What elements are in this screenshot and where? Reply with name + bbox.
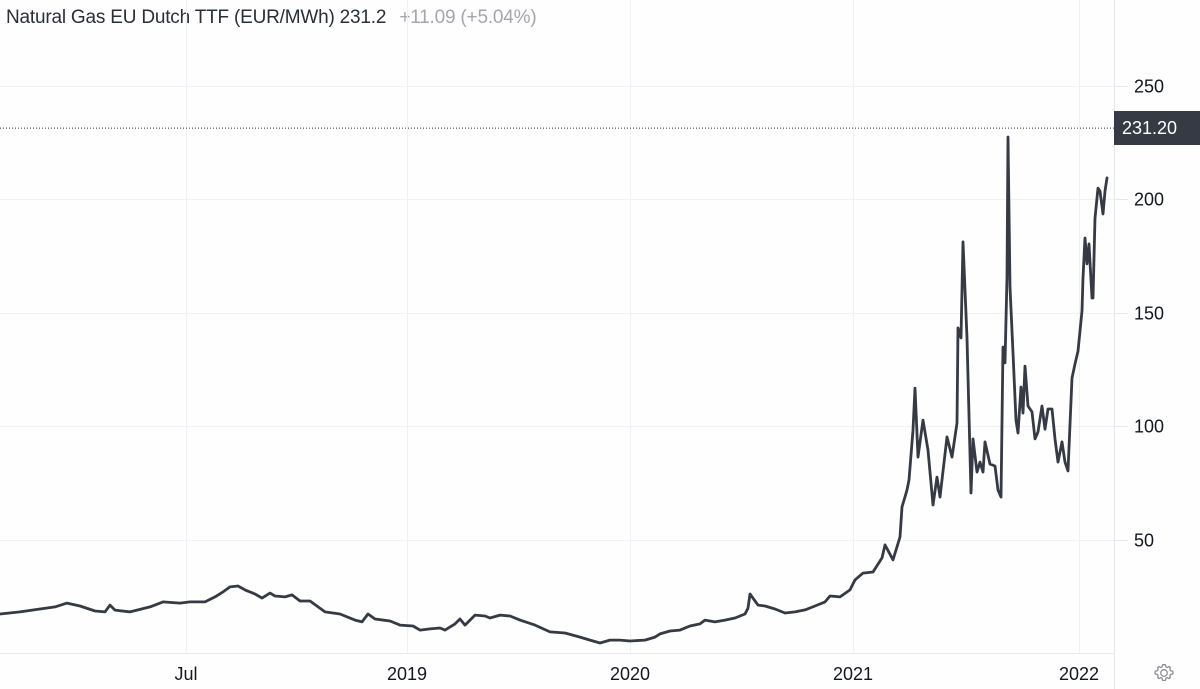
y-tick-label: 50 — [1134, 530, 1155, 550]
y-tick-label: 150 — [1134, 303, 1165, 323]
x-tick-label: 2022 — [1058, 664, 1100, 684]
last-price-label: 231.20 — [1114, 111, 1200, 145]
price-line-series — [0, 135, 1109, 645]
settings-button[interactable] — [1153, 662, 1175, 684]
gear-icon — [1154, 663, 1174, 682]
x-tick-label: 2020 — [609, 664, 651, 684]
x-tick-label: 2021 — [832, 664, 874, 684]
legend-change: +11.09 (+5.04%) — [399, 7, 537, 28]
y-tick-label: 250 — [1134, 76, 1165, 96]
gridlines — [0, 0, 1114, 653]
x-tick-label: 2019 — [386, 664, 428, 684]
y-tick-marks — [1114, 86, 1128, 541]
legend-symbol: Natural Gas EU Dutch TTF (EUR/MWh) — [6, 7, 335, 28]
y-tick-label: 200 — [1134, 189, 1165, 209]
x-tick-label: Jul — [174, 664, 198, 684]
legend-last-value: 231.2 — [339, 7, 387, 28]
chart-legend: Natural Gas EU Dutch TTF (EUR/MWh) 231.2… — [6, 7, 537, 29]
y-tick-label: 100 — [1134, 416, 1165, 436]
